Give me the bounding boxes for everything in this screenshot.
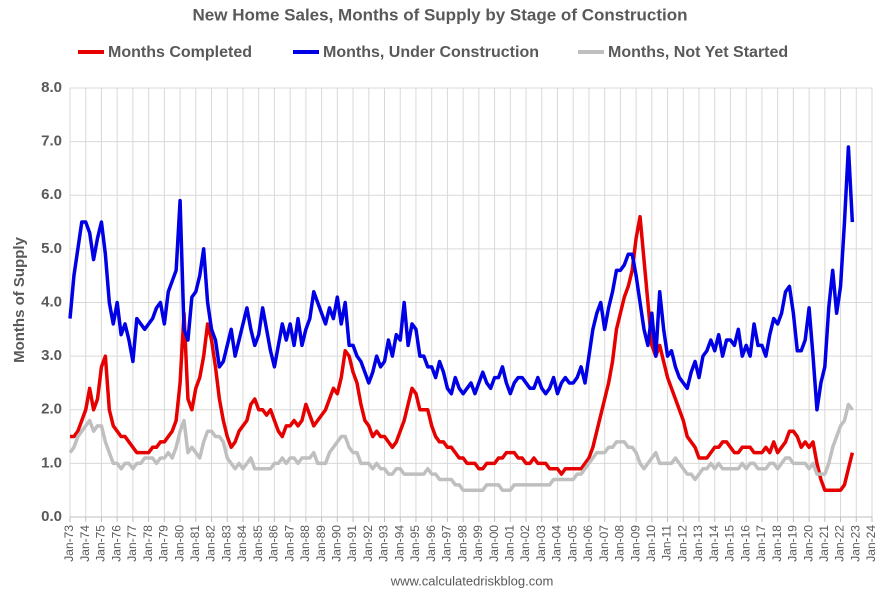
x-tick-label: Jan-99 [471,525,485,562]
x-tick-label: Jan-16 [738,525,752,562]
x-tick-label: Jan-24 [864,525,878,562]
x-tick-label: Jan-94 [392,525,406,562]
data-line [68,402,854,492]
x-tick-label: Jan-15 [723,525,737,562]
legend-label: Months, Under Construction [323,44,539,61]
y-tick-label: 6.0 [41,186,62,203]
x-tick-label: Jan-09 [628,525,642,562]
x-tick-label: Jan-10 [644,525,658,562]
y-axis-label: Months of Supply [11,236,28,362]
x-tick-label: Jan-75 [94,525,108,562]
x-tick-label: Jan-05 [565,525,579,562]
x-tick-label: Jan-11 [660,525,674,561]
x-tick-label: Jan-85 [251,525,265,562]
x-tick-label: Jan-22 [833,525,847,562]
x-tick-label: Jan-76 [109,525,123,562]
x-tick-label: Jan-92 [361,525,375,562]
data-line [70,214,855,492]
x-tick-label: Jan-98 [455,525,469,562]
x-tick-label: Jan-93 [377,525,391,562]
x-tick-label: Jan-04 [550,525,564,562]
x-tick-label: Jan-78 [141,525,155,562]
x-tick-label: Jan-03 [534,525,548,562]
x-tick-label: Jan-89 [314,525,328,562]
y-tick-label: 0.0 [41,508,62,525]
x-tick-label: Jan-17 [754,525,768,562]
x-tick-label: Jan-12 [675,525,689,562]
x-tick-label: Jan-77 [125,525,139,562]
x-tick-label: Jan-91 [345,525,359,562]
x-tick-label: Jan-07 [597,525,611,562]
y-tick-label: 3.0 [41,347,62,364]
x-tick-label: Jan-73 [62,525,76,562]
x-tick-label: Jan-21 [817,525,831,562]
x-tick-label: Jan-20 [801,525,815,562]
x-tick-label: Jan-87 [282,525,296,562]
x-tick-label: Jan-80 [172,525,186,562]
x-tick-label: Jan-14 [707,525,721,562]
x-tick-label: Jan-06 [581,525,595,562]
y-tick-label: 1.0 [41,454,62,471]
data-line [68,145,855,412]
x-tick-label: Jan-74 [78,525,92,562]
x-tick-label: Jan-13 [691,525,705,562]
y-tick-label: 2.0 [41,401,62,418]
x-tick-label: Jan-00 [487,525,501,562]
x-tick-label: Jan-19 [786,525,800,562]
x-tick-label: Jan-97 [440,525,454,562]
x-tick-label: Jan-02 [518,525,532,562]
x-tick-label: Jan-79 [157,525,171,562]
x-tick-label: Jan-18 [770,525,784,562]
y-tick-label: 7.0 [41,133,62,150]
x-tick-label: Jan-86 [267,525,281,562]
legend-label: Months, Not Yet Started [608,44,788,61]
x-tick-label: Jan-84 [235,525,249,562]
legend-label: Months Completed [108,44,252,61]
x-tick-label: Jan-95 [408,525,422,562]
y-tick-label: 5.0 [41,240,62,257]
x-tick-label: Jan-81 [188,525,202,562]
y-tick-label: 4.0 [41,293,62,310]
x-tick-label: Jan-23 [848,525,862,562]
x-tick-label: Jan-90 [330,525,344,562]
x-tick-label: Jan-96 [424,525,438,562]
x-tick-label: Jan-01 [502,525,516,562]
chart-title: New Home Sales, Months of Supply by Stag… [193,5,688,24]
x-tick-label: Jan-83 [219,525,233,562]
y-tick-label: 8.0 [41,79,62,96]
x-tick-label: Jan-08 [613,525,627,562]
x-tick-label: Jan-88 [298,525,312,562]
source: www.calculatedriskblog.com [390,573,554,588]
x-tick-label: Jan-82 [204,525,218,562]
